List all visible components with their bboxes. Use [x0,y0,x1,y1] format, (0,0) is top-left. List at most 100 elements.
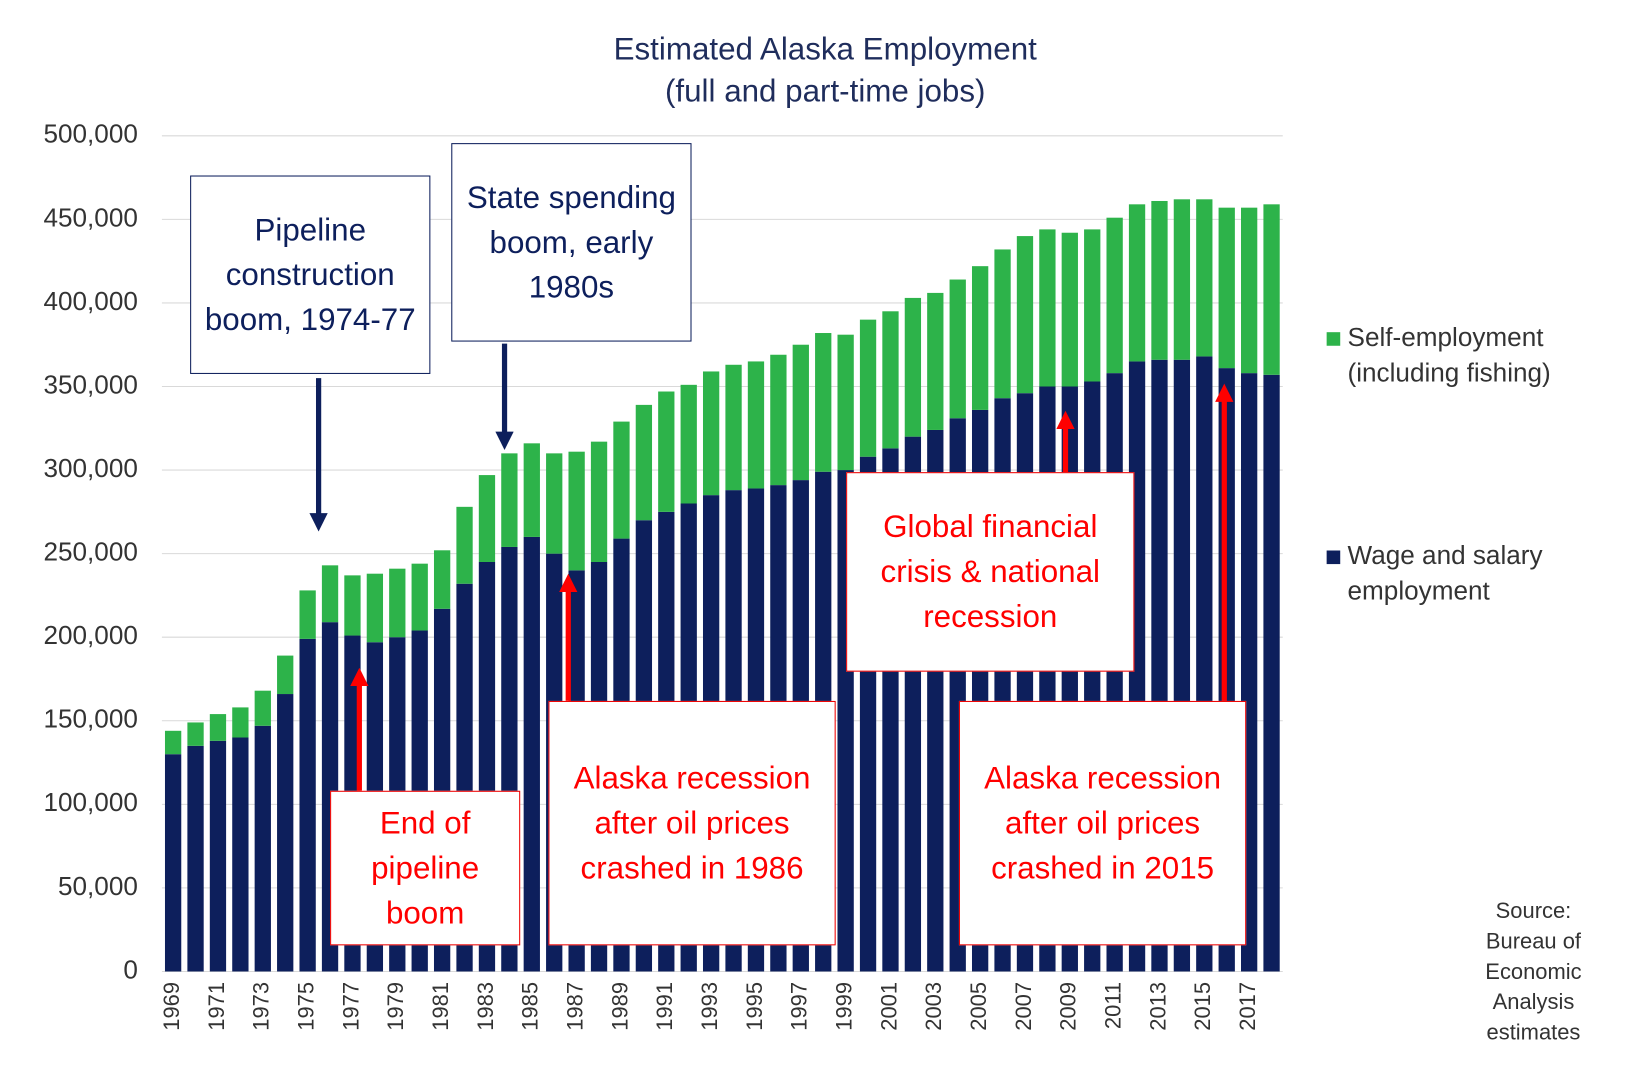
annotation: Pipeline construction boom, 1974-77 [190,175,431,374]
x-tick-label: 2007 [1011,982,1036,1031]
x-tick-label: 1971 [204,982,229,1031]
bar [232,707,249,738]
bar [546,453,563,554]
x-tick-label: 2013 [1145,982,1170,1031]
bar [1039,229,1056,387]
bar [1240,207,1258,374]
x-tick-label: 2001 [876,982,901,1031]
bar [725,364,742,491]
x-tick-label: 1987 [562,982,587,1031]
bar [859,319,877,457]
bar [164,754,182,972]
x-tick-label: 2005 [966,982,991,1031]
x-tick-label: 1995 [742,982,767,1031]
bar [1263,204,1280,375]
bar [277,694,294,972]
bar [680,384,697,504]
y-tick-label: 0 [123,954,138,984]
bar [1173,199,1191,360]
legend-label: Wage and salary employment [1347,541,1543,606]
annotation: State spending boom, early 1980s [451,143,692,342]
bar [971,266,989,410]
bar [904,297,922,437]
legend-swatch [1326,550,1341,565]
bar [1084,229,1101,382]
bar [1218,207,1235,369]
x-tick-label: 2011 [1100,982,1125,1029]
bar [1106,217,1123,374]
x-tick-label: 1973 [249,982,274,1031]
y-tick-label: 300,000 [43,453,137,483]
x-tick-label: 1981 [428,982,453,1031]
legend-label: Self-employment (including fishing) [1347,322,1551,388]
bar [232,737,249,972]
bar [792,344,809,481]
annotation: Global financial crisis & national reces… [846,472,1135,672]
bar [277,655,294,695]
legend-swatch [1326,332,1341,346]
bar [1151,200,1168,360]
annotation: Alaska recession after oil prices crashe… [958,700,1247,946]
y-tick-label: 50,000 [58,871,138,901]
bar [187,722,204,746]
y-tick-label: 500,000 [43,119,137,149]
x-tick-label: 1985 [518,982,543,1031]
bar [254,725,271,972]
bar [254,690,271,726]
x-tick-label: 1977 [338,982,363,1031]
bar [837,334,854,471]
bar [635,404,653,521]
bar [164,730,182,755]
chart-title: Estimated Alaska Employment [613,32,1037,67]
bar [209,740,227,972]
x-tick-label: 2003 [921,982,946,1031]
bar [456,506,473,584]
x-tick-label: 1989 [607,982,632,1031]
bar [523,443,540,537]
bar [658,391,675,512]
bar [613,421,630,539]
title-block: Estimated Alaska Employment (full and pa… [418,29,1233,113]
bar [770,354,787,486]
annotation: End of pipeline boom [330,790,521,946]
y-tick-label: 150,000 [43,704,137,734]
bar [344,575,361,636]
bar [299,590,316,639]
y-tick-label: 450,000 [43,202,137,232]
y-tick-label: 250,000 [43,537,137,567]
y-tick-label: 350,000 [43,369,137,399]
bar [815,333,832,472]
bar [389,568,406,638]
y-tick-label: 400,000 [43,286,137,316]
annotation: Alaska recession after oil prices crashe… [548,700,836,946]
bar [927,292,944,430]
bar [882,311,899,449]
bar [1061,232,1078,387]
x-tick-label: 1979 [383,982,408,1031]
chart-subtitle: (full and part-time jobs) [664,74,986,109]
bar [366,573,384,643]
bar [433,550,451,609]
bar [411,563,428,631]
y-tick-label: 100,000 [43,787,137,817]
x-tick-label: 2017 [1235,982,1260,1031]
x-tick-label: 1997 [787,982,812,1031]
bar [187,745,204,972]
bar [1196,199,1213,357]
bar [478,475,496,562]
bar [949,279,966,419]
x-tick-label: 2015 [1190,982,1215,1031]
bar [321,565,339,623]
bar [568,451,585,571]
bar [523,536,540,972]
bar [702,371,720,496]
x-tick-label: 1999 [831,982,856,1031]
bar [747,361,765,489]
y-tick-label: 200,000 [43,620,137,650]
x-tick-label: 2009 [1056,982,1081,1031]
x-tick-label: 1983 [473,982,498,1031]
x-tick-label: 1969 [159,982,184,1031]
bar [501,453,518,547]
source-note: Source: Bureau of Economic Analysis esti… [1485,899,1582,1045]
